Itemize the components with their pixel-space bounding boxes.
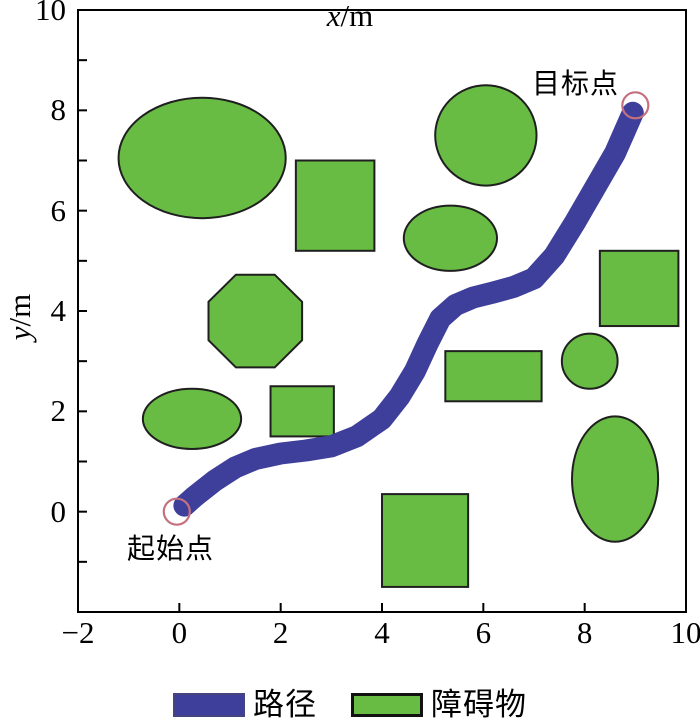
legend-obstacle-label: 障碍物 bbox=[431, 687, 527, 722]
obstacle-circle bbox=[434, 84, 538, 187]
planned-path bbox=[173, 101, 644, 517]
goal-point-marker bbox=[621, 91, 650, 120]
y-tick-label: 8 bbox=[50, 92, 67, 128]
obstacle-circle bbox=[560, 332, 619, 390]
obstacle-rect bbox=[381, 493, 470, 588]
x-tick-label: 0 bbox=[171, 615, 188, 650]
x-tick-label: 4 bbox=[374, 615, 390, 650]
obstacle-color-swatch bbox=[351, 693, 423, 717]
y-tick-label: 2 bbox=[50, 393, 67, 429]
legend-item-path: 路径 bbox=[173, 688, 317, 722]
y-tick-label: 4 bbox=[50, 293, 67, 328]
x-tick-label: 2 bbox=[272, 615, 289, 650]
y-tick-label: 0 bbox=[50, 493, 67, 529]
start-point-label: 起始点 bbox=[127, 534, 215, 565]
y-axis-variable: y bbox=[2, 326, 37, 341]
x-axis-label: x/m bbox=[0, 0, 700, 32]
obstacle-ellipse bbox=[141, 387, 243, 450]
plot-border bbox=[77, 9, 687, 613]
x-tick-label: −2 bbox=[61, 615, 95, 650]
obstacle-octagon bbox=[207, 273, 304, 369]
y-axis-unit: /m bbox=[2, 293, 37, 327]
obstacle-rect bbox=[294, 159, 376, 252]
x-axis-unit: /m bbox=[340, 0, 374, 33]
obstacle-ellipse bbox=[117, 96, 287, 220]
x-axis-variable: x bbox=[326, 0, 341, 33]
obstacle-rect bbox=[269, 385, 335, 438]
x-tick-label: 6 bbox=[475, 615, 492, 650]
y-axis-label: y/m bbox=[2, 293, 37, 341]
legend: 路径 障碍物 bbox=[0, 688, 700, 722]
start-point-marker bbox=[162, 497, 191, 526]
obstacle-rect bbox=[598, 249, 680, 328]
obstacle-ellipse bbox=[402, 204, 499, 272]
y-tick-label: 10 bbox=[35, 0, 66, 27]
legend-path-label: 路径 bbox=[253, 687, 317, 722]
x-tick-label: 10 bbox=[670, 615, 700, 650]
path-color-swatch bbox=[173, 693, 245, 717]
y-tick-label: 6 bbox=[50, 192, 67, 228]
obstacle-rect bbox=[444, 350, 543, 403]
x-tick-label: 8 bbox=[576, 615, 593, 650]
legend-item-obstacle: 障碍物 bbox=[351, 688, 527, 722]
obstacle-ellipse bbox=[571, 415, 660, 543]
goal-point-label: 目标点 bbox=[532, 69, 620, 100]
